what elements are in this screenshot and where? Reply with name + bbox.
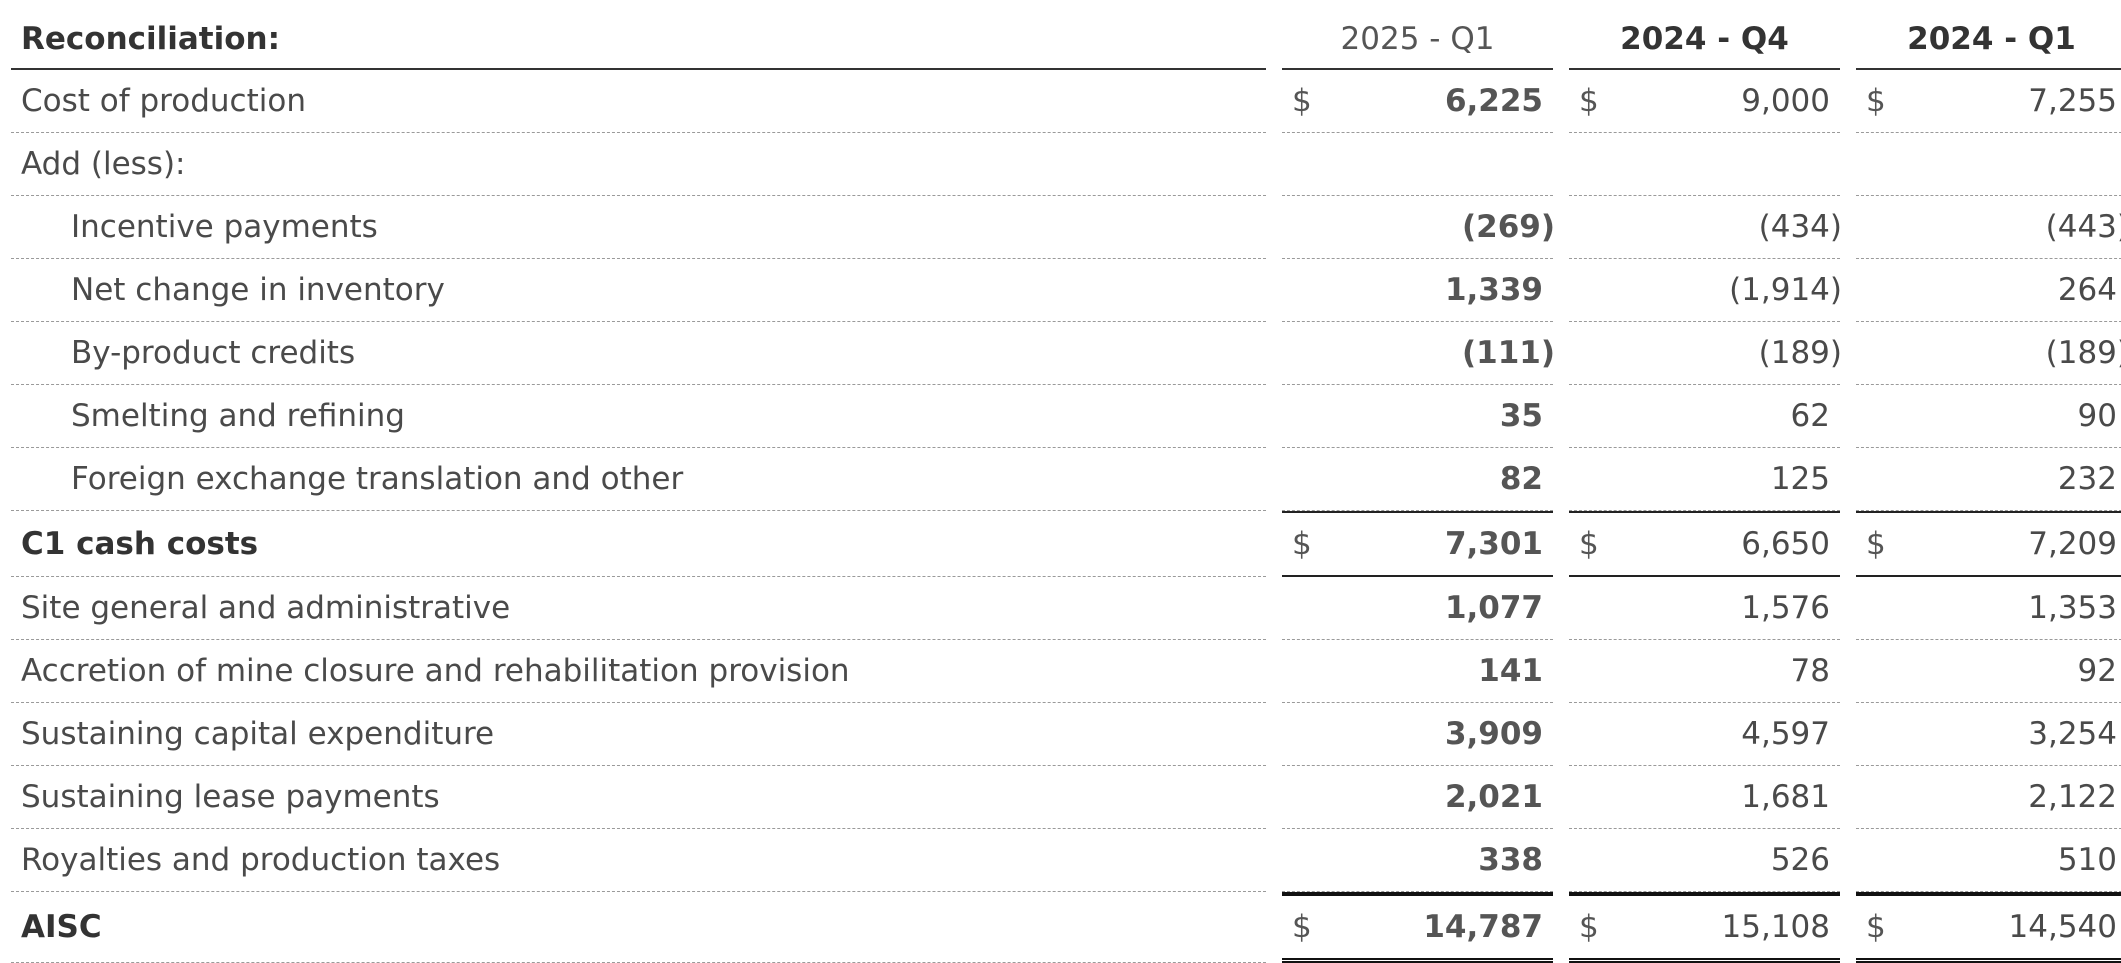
row-label: Net change in inventory bbox=[11, 259, 1266, 322]
row-label: Incentive payments bbox=[11, 196, 1266, 259]
value-2024-q4: 125 bbox=[1770, 461, 1830, 497]
column-header-2025-q1: 2025 - Q1 bbox=[1282, 10, 1553, 70]
table-row-sustaining-lease: Sustaining lease payments 2,021 1,681 2,… bbox=[11, 766, 2121, 829]
value-2024-q1: (443) bbox=[2045, 209, 2121, 245]
value-2025-q1: 7,301 bbox=[1444, 526, 1543, 562]
table-row-smelting-and-refining: Smelting and refining 35 62 90 bbox=[11, 385, 2121, 448]
value-2024-q4: 4,597 bbox=[1741, 716, 1830, 752]
value-2024-q1: 14,540 bbox=[2008, 909, 2117, 945]
value-2024-q4: 1,576 bbox=[1741, 590, 1830, 626]
currency-symbol: $ bbox=[1866, 909, 1886, 945]
value-2024-q1: 510 bbox=[2057, 842, 2117, 878]
table-row-royalties: Royalties and production taxes 338 526 5… bbox=[11, 829, 2121, 892]
currency-symbol: $ bbox=[1292, 83, 1312, 119]
value-2025-q1: 1,339 bbox=[1444, 272, 1543, 308]
table-row-accretion: Accretion of mine closure and rehabilita… bbox=[11, 640, 2121, 703]
table-row-add-less: Add (less): bbox=[11, 133, 2121, 196]
row-label: Accretion of mine closure and rehabilita… bbox=[11, 640, 1266, 703]
currency-symbol: $ bbox=[1579, 909, 1599, 945]
table-row-sustaining-capex: Sustaining capital expenditure 3,909 4,5… bbox=[11, 703, 2121, 766]
row-label: Site general and administrative bbox=[11, 577, 1266, 640]
table-row-foreign-exchange: Foreign exchange translation and other 8… bbox=[11, 448, 2121, 511]
currency-symbol: $ bbox=[1292, 909, 1312, 945]
currency-symbol: $ bbox=[1579, 83, 1599, 119]
value-2024-q4: 1,681 bbox=[1741, 779, 1830, 815]
value-2024-q4: 6,650 bbox=[1741, 526, 1830, 562]
table-row-net-change-in-inventory: Net change in inventory 1,339 (1,914) 26… bbox=[11, 259, 2121, 322]
value-2024-q1: 7,255 bbox=[2028, 83, 2117, 119]
value-2025-q1: 3,909 bbox=[1444, 716, 1543, 752]
value-2025-q1: (269) bbox=[1461, 209, 1555, 245]
value-2025-q1: 14,787 bbox=[1423, 909, 1543, 945]
value-2024-q4: 15,108 bbox=[1721, 909, 1830, 945]
table-header-row: Reconciliation: 2025 - Q1 2024 - Q4 2024… bbox=[11, 10, 2121, 70]
value-2024-q1: (189) bbox=[2045, 335, 2121, 371]
value-2024-q4: (434) bbox=[1758, 209, 1842, 245]
reconciliation-table: Reconciliation: 2025 - Q1 2024 - Q4 2024… bbox=[11, 10, 2121, 963]
currency-symbol: $ bbox=[1579, 526, 1599, 562]
value-2024-q4: (1,914) bbox=[1729, 272, 1842, 308]
value-2025-q1: 6,225 bbox=[1444, 83, 1543, 119]
row-label: By-product credits bbox=[11, 322, 1266, 385]
currency-symbol: $ bbox=[1866, 83, 1886, 119]
reconciliation-table-container: Reconciliation: 2025 - Q1 2024 - Q4 2024… bbox=[11, 10, 2121, 963]
currency-symbol: $ bbox=[1866, 526, 1886, 562]
row-label: Smelting and refining bbox=[11, 385, 1266, 448]
row-label: Cost of production bbox=[11, 70, 1266, 133]
value-2025-q1: 2,021 bbox=[1444, 779, 1543, 815]
row-label: Add (less): bbox=[11, 133, 1266, 196]
table-row-incentive-payments: Incentive payments (269) (434) (443) bbox=[11, 196, 2121, 259]
value-2025-q1: 141 bbox=[1478, 653, 1543, 689]
table-row-by-product-credits: By-product credits (111) (189) (189) bbox=[11, 322, 2121, 385]
column-header-2024-q1: 2024 - Q1 bbox=[1856, 10, 2121, 70]
currency-symbol: $ bbox=[1292, 526, 1312, 562]
value-2024-q4: 78 bbox=[1790, 653, 1830, 689]
value-2024-q1: 264 bbox=[2057, 272, 2117, 308]
row-label: Royalties and production taxes bbox=[11, 829, 1266, 892]
value-2024-q1: 2,122 bbox=[2028, 779, 2117, 815]
value-2024-q1: 7,209 bbox=[2028, 526, 2117, 562]
table-row-aisc: AISC $14,787 $15,108 $14,540 bbox=[11, 892, 2121, 963]
value-2024-q1: 232 bbox=[2057, 461, 2117, 497]
value-2025-q1: 35 bbox=[1499, 398, 1543, 434]
table-title: Reconciliation: bbox=[11, 10, 1266, 70]
value-2024-q1: 90 bbox=[2077, 398, 2117, 434]
table-row-site-ga: Site general and administrative 1,077 1,… bbox=[11, 577, 2121, 640]
value-2025-q1: 1,077 bbox=[1444, 590, 1543, 626]
value-2024-q4: 62 bbox=[1790, 398, 1830, 434]
value-2024-q1: 3,254 bbox=[2028, 716, 2117, 752]
value-2025-q1: 82 bbox=[1499, 461, 1543, 497]
row-label: AISC bbox=[11, 892, 1266, 963]
value-2024-q1: 92 bbox=[2077, 653, 2117, 689]
row-label: Foreign exchange translation and other bbox=[11, 448, 1266, 511]
value-2024-q4: (189) bbox=[1758, 335, 1842, 371]
table-row-c1-cash-costs: C1 cash costs $7,301 $6,650 $7,209 bbox=[11, 511, 2121, 577]
row-label: Sustaining lease payments bbox=[11, 766, 1266, 829]
value-2025-q1: 338 bbox=[1478, 842, 1543, 878]
value-2024-q4: 526 bbox=[1770, 842, 1830, 878]
row-label: C1 cash costs bbox=[11, 511, 1266, 577]
value-2025-q1: (111) bbox=[1461, 335, 1555, 371]
row-label: Sustaining capital expenditure bbox=[11, 703, 1266, 766]
value-2024-q4: 9,000 bbox=[1741, 83, 1830, 119]
column-header-2024-q4: 2024 - Q4 bbox=[1569, 10, 1840, 70]
table-row-cost-of-production: Cost of production $6,225 $9,000 $7,255 bbox=[11, 70, 2121, 133]
value-2024-q1: 1,353 bbox=[2028, 590, 2117, 626]
